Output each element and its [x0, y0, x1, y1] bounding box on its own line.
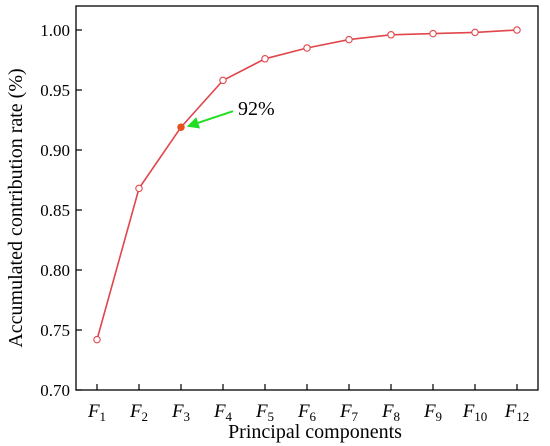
x-tick-label-main: F — [129, 401, 142, 422]
x-axis-title: Principal components — [228, 421, 402, 443]
plot-frame — [75, 5, 539, 391]
x-tick-label: F10 — [462, 401, 488, 424]
x-tick-label: F9 — [423, 401, 442, 424]
x-tick-label-main: F — [423, 401, 436, 422]
y-axis-ticks: 0.70 0.75 0.80 0.85 0.90 0.95 1.00 — [40, 21, 82, 400]
x-tick-label-main: F — [171, 401, 184, 422]
x-tick-label-main: F — [255, 401, 268, 422]
data-point — [345, 35, 353, 44]
x-tick-label-sub: 3 — [184, 409, 191, 424]
data-point — [219, 76, 227, 85]
data-point — [429, 29, 437, 38]
x-tick-label: F5 — [255, 401, 274, 424]
x-tick-label-main: F — [381, 401, 394, 422]
y-tick-label: 0.80 — [40, 261, 70, 280]
x-tick-label: F4 — [213, 401, 233, 424]
data-point — [135, 184, 143, 193]
y-tick-label: 0.95 — [40, 81, 70, 100]
x-tick-label-main: F — [87, 401, 100, 422]
data-point — [513, 26, 521, 34]
x-tick-label: F2 — [129, 401, 148, 424]
data-point — [387, 31, 395, 39]
x-tick-label-sub: 5 — [268, 409, 275, 424]
data-point — [471, 28, 479, 37]
x-tick-label-sub: 8 — [394, 409, 401, 424]
x-tick-label-main: F — [213, 401, 226, 422]
plot-border — [75, 5, 539, 391]
series-points — [93, 26, 521, 344]
x-tick-label-main: F — [504, 401, 517, 422]
x-tick-label-sub: 2 — [142, 409, 149, 424]
x-axis-ticks: F1 F2 F3 F4 F5 F6 F7 F8 F9 F10 F12 — [87, 384, 529, 424]
x-tick-label: F6 — [297, 401, 317, 424]
x-tick-label: F8 — [381, 401, 400, 424]
y-tick-label: 1.00 — [40, 21, 70, 40]
data-point — [303, 44, 311, 52]
x-tick-label-main: F — [462, 401, 475, 422]
x-tick-label-sub: 4 — [226, 409, 233, 424]
x-tick-label-sub: 9 — [436, 409, 443, 424]
y-tick-label: 0.85 — [40, 201, 70, 220]
annotation: 92% — [186, 98, 275, 129]
data-point — [93, 335, 101, 344]
x-tick-label: F12 — [504, 401, 530, 424]
x-tick-label-sub: 1 — [100, 409, 107, 424]
x-tick-label: F1 — [87, 401, 106, 424]
series-line — [96, 29, 518, 340]
x-tick-label-sub: 7 — [352, 409, 359, 424]
y-axis-title: Accumulated contribution rate (%) — [5, 68, 27, 347]
x-tick-label-main: F — [339, 401, 352, 422]
x-tick-label-sub: 12 — [516, 409, 529, 424]
data-point — [261, 55, 269, 63]
annotation-label: 92% — [238, 98, 275, 120]
x-tick-label: F7 — [339, 401, 359, 424]
x-tick-label-sub: 10 — [474, 409, 487, 424]
y-tick-label: 0.70 — [40, 381, 70, 400]
x-tick-label-sub: 6 — [310, 409, 317, 424]
series-polyline — [96, 29, 518, 340]
x-tick-label: F3 — [171, 401, 190, 424]
x-tick-label-main: F — [297, 401, 310, 422]
y-tick-label: 0.75 — [40, 321, 70, 340]
annotation-arrow — [186, 110, 234, 129]
y-tick-label: 0.90 — [40, 141, 70, 160]
data-point-highlight — [177, 123, 185, 131]
